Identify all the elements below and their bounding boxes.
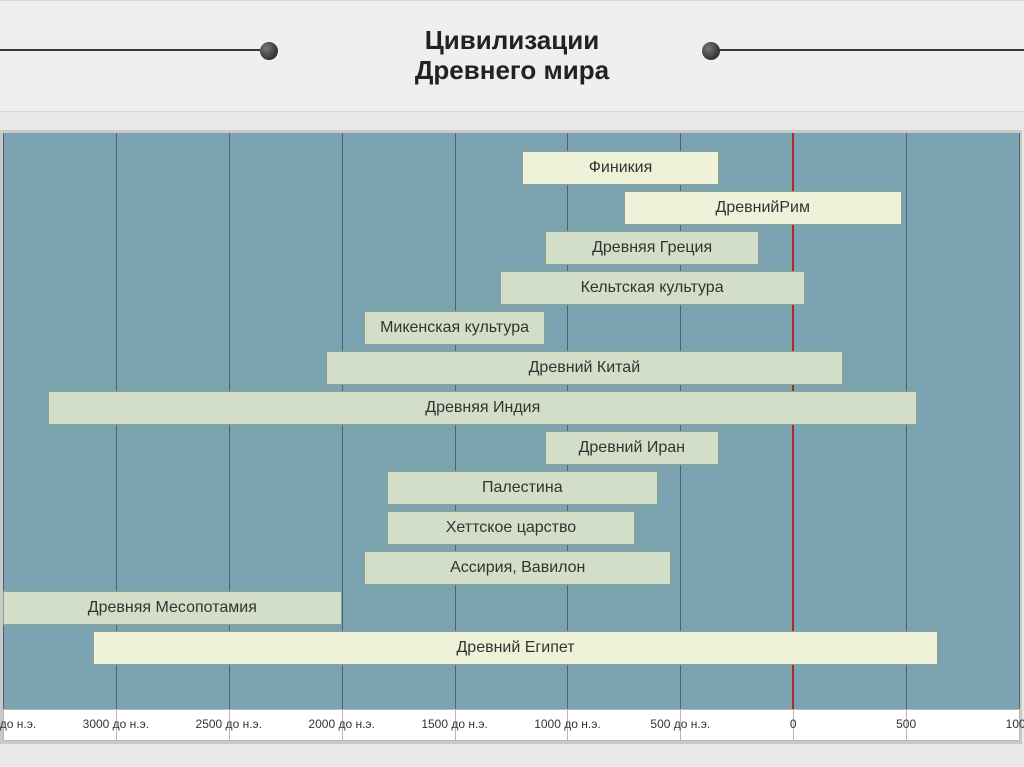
- title-rule-left: [0, 49, 268, 51]
- page-title-line1: Цивилизации: [425, 26, 599, 56]
- axis-tick-label: 3000 до н.э.: [83, 717, 149, 731]
- axis-tick-label: 1500 до н.э.: [421, 717, 487, 731]
- timeline-bar: Финикия: [522, 151, 718, 185]
- x-axis: 3500 до н.э. 3000 до н.э. 2500 до н.э. 2000…: [3, 709, 1019, 741]
- timeline-bar-label: Древний Египет: [456, 639, 574, 657]
- timeline-bar-label: Ассирия, Вавилон: [450, 559, 585, 577]
- gridline: [1019, 133, 1020, 709]
- axis-tick-label: 2500 до н.э.: [196, 717, 262, 731]
- axis-tick-label: 1000 до н.э.: [534, 717, 600, 731]
- axis-tick-label: 2000 до н.э.: [308, 717, 374, 731]
- timeline-bar-label: Древняя Индия: [425, 399, 540, 417]
- title-band: Цивилизации Древнего мира: [0, 0, 1024, 112]
- timeline-bar-label: Древняя Месопотамия: [88, 599, 257, 617]
- title-knob-left-icon: [260, 42, 278, 60]
- timeline-bar: Древняя Индия: [48, 391, 917, 425]
- timeline-bar-label: Хеттское царство: [446, 519, 576, 537]
- timeline-bar-label: Древняя Греция: [592, 239, 712, 257]
- timeline-bar-label: ДревнийРим: [716, 199, 810, 217]
- title-knob-right-icon: [702, 42, 720, 60]
- axis-tick-label: 0: [790, 717, 797, 731]
- timeline-bar-label: Финикия: [589, 159, 652, 177]
- timeline-bar-label: Древний Иран: [579, 439, 685, 457]
- timeline-bar-label: Палестина: [482, 479, 563, 497]
- timeline-bar: Палестина: [387, 471, 658, 505]
- plot-area: Финикия ДревнийРим Древняя Греция Кельтская…: [3, 133, 1019, 709]
- timeline-bar: Древний Египет: [93, 631, 937, 665]
- timeline-bar-label: Микенская культура: [380, 319, 529, 337]
- timeline-bar: Микенская культура: [364, 311, 545, 345]
- timeline-bar: Ассирия, Вавилон: [364, 551, 671, 585]
- axis-tick-label: 500 до н.э.: [650, 717, 710, 731]
- title-rule-right: [712, 49, 1024, 51]
- timeline-bar: Древняя Греция: [545, 231, 759, 265]
- timeline-chart: Финикия ДревнийРим Древняя Греция Кельтская…: [0, 130, 1022, 744]
- timeline-bar: ДревнийРим: [624, 191, 902, 225]
- timeline-bar-label: Кельтская культура: [581, 279, 724, 297]
- timeline-bar-label: Древний Китай: [529, 359, 641, 377]
- timeline-bar: Кельтская культура: [500, 271, 805, 305]
- axis-tick-label: 500: [896, 717, 916, 731]
- page-title-line2: Древнего мира: [415, 56, 609, 86]
- timeline-bar: Древний Китай: [326, 351, 843, 385]
- timeline-bar: Древний Иран: [545, 431, 719, 465]
- timeline-bar: Хеттское царство: [387, 511, 635, 545]
- axis-tick-label: 3500 до н.э.: [0, 717, 36, 731]
- axis-tick-label: 1000: [1006, 717, 1024, 731]
- timeline-bar: Древняя Месопотамия: [3, 591, 342, 625]
